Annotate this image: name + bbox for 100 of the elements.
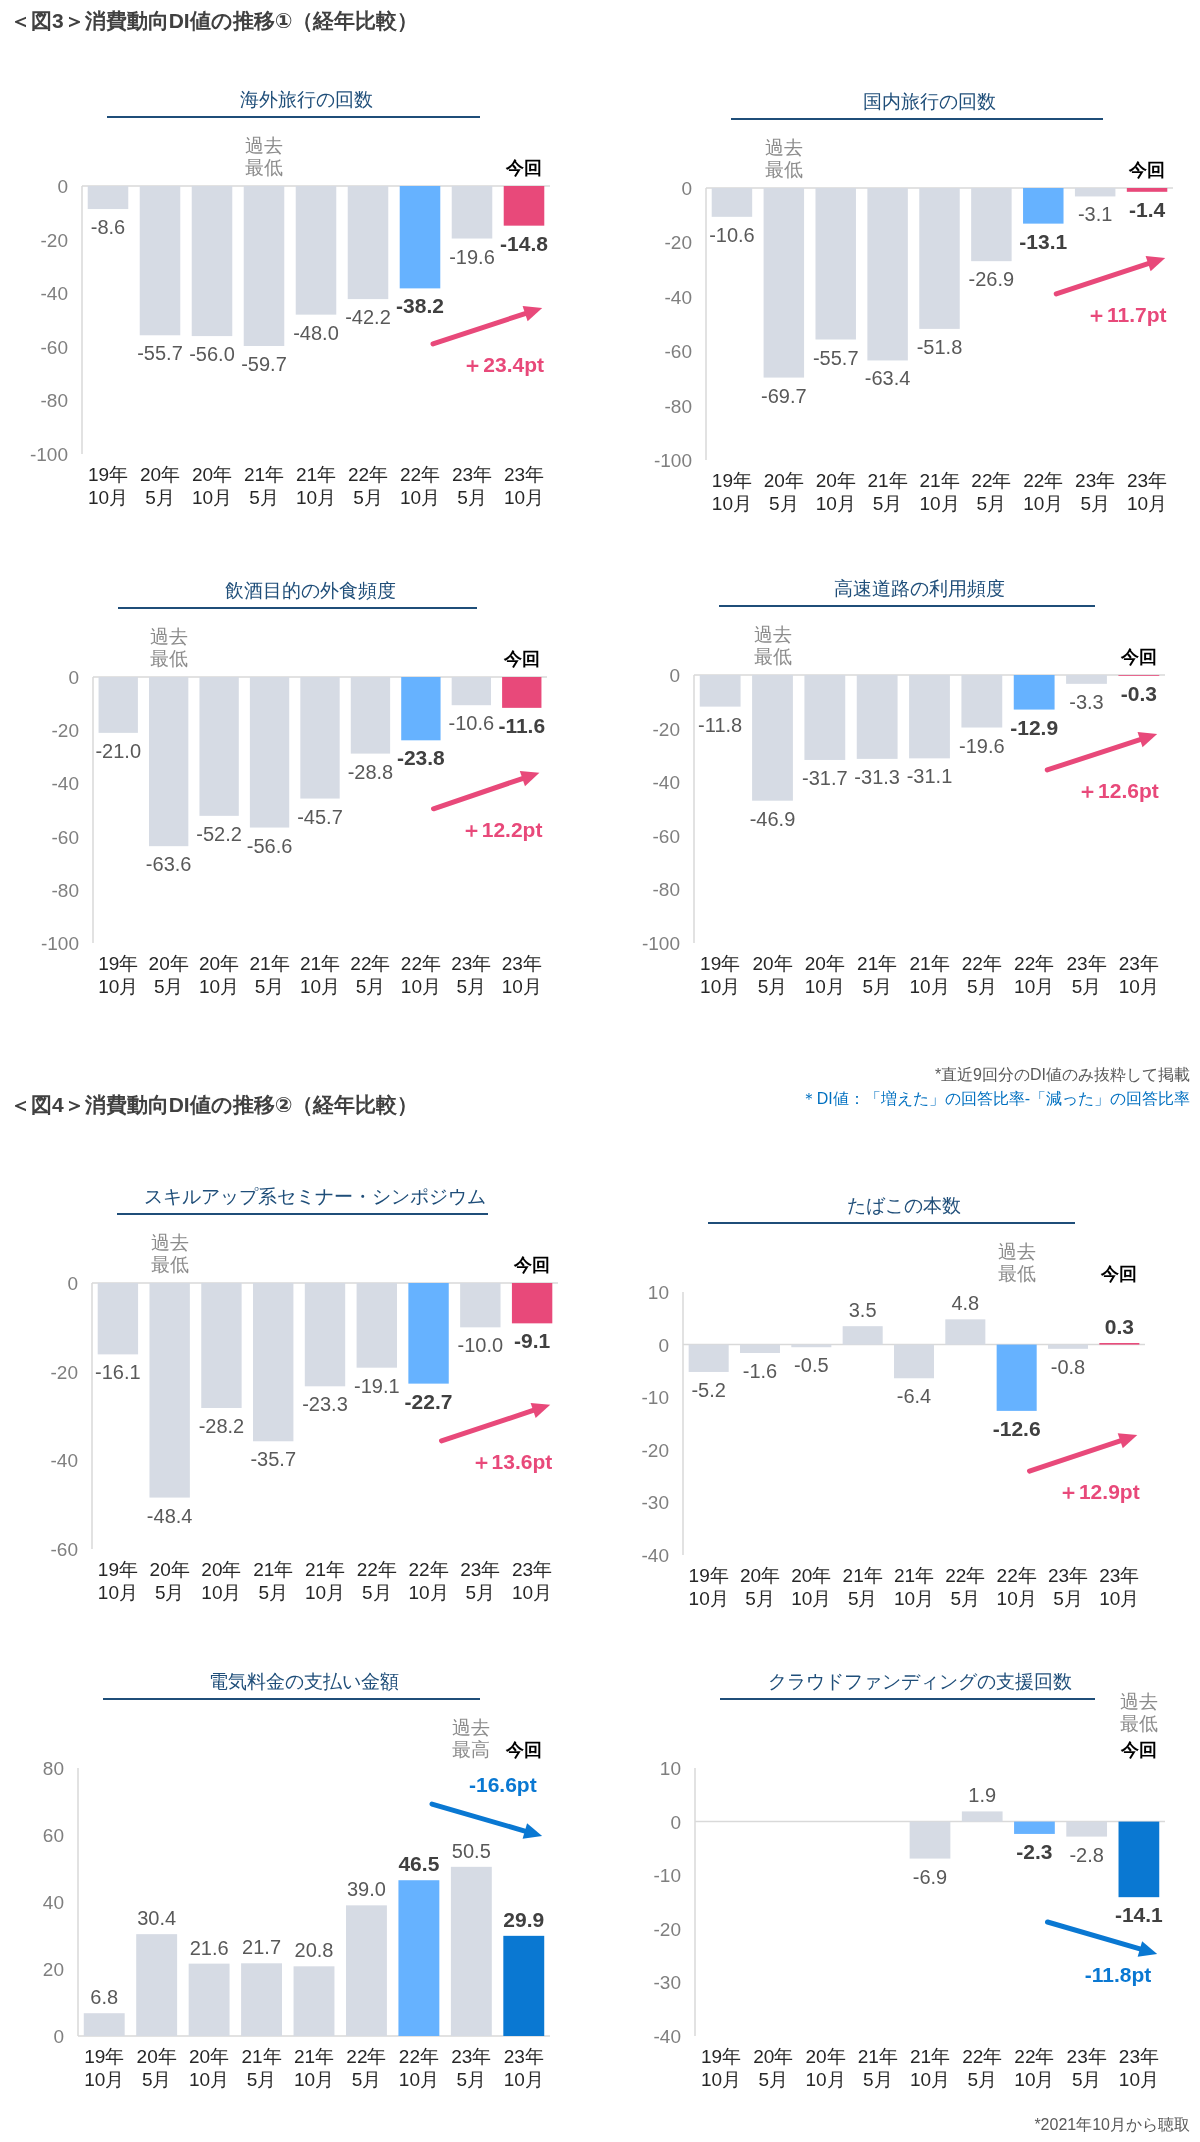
data-label: -55.7 (812, 346, 859, 369)
y-tick-label: -100 (653, 450, 692, 471)
data-label: 21.7 (242, 1936, 282, 1959)
data-label: 29.9 (503, 1907, 545, 1931)
x-tick-label: 20年5月 (148, 953, 189, 997)
y-tick-label: -40 (652, 772, 680, 794)
x-tick-label: 20年10月 (804, 953, 845, 997)
chart-title: たばこの本数 (847, 1195, 961, 1216)
x-tick-label: 22年5月 (971, 470, 1012, 514)
y-tick-label: -100 (40, 933, 79, 954)
x-tick-label: 19年10月 (711, 470, 753, 514)
x-tick-label: 20年5月 (753, 2046, 794, 2090)
data-label: 21.6 (189, 1936, 229, 1959)
data-label: -51.8 (916, 335, 963, 358)
annotation: ＋11.7pt (1086, 302, 1167, 326)
text: 今回 (502, 649, 540, 669)
data-label: -11.6 (498, 713, 546, 737)
y-tick-label: -30 (653, 1972, 681, 1994)
y-tick-label: -30 (641, 1492, 669, 1514)
x-tick-label: 21年5月 (857, 2046, 898, 2090)
chart-title: クラウドファンディングの支援回数 (768, 1671, 1072, 1692)
text: *直近9回分のDI値のみ抜粋して掲載 (934, 1066, 1190, 1083)
y-tick-label: -80 (51, 879, 79, 901)
data-label: 0.3 (1104, 1315, 1134, 1339)
data-label: -42.2 (345, 306, 391, 329)
data-label: 46.5 (398, 1852, 440, 1876)
text: 今回 (1119, 1740, 1157, 1760)
data-label: -9.1 (514, 1329, 551, 1353)
x-tick-label: 20年10月 (189, 2046, 230, 2090)
y-tick-label: 40 (42, 1892, 64, 1913)
x-tick-label: 20年5月 (763, 470, 804, 514)
annotation: ＋23.4pt (462, 352, 545, 376)
y-tick-label: -20 (40, 229, 68, 251)
data-label: -2.3 (1016, 1839, 1053, 1863)
y-tick-label: -40 (50, 1450, 78, 1472)
data-label: -8.6 (90, 216, 126, 239)
x-tick-label: 20年5月 (739, 1565, 781, 1609)
data-label: -69.7 (761, 384, 807, 407)
x-tick-label: 23年10月 (1099, 1565, 1140, 1609)
x-tick-label: 22年10月 (398, 2046, 439, 2090)
chart-title: 海外旅行の回数 (239, 89, 373, 110)
y-tick-label: 60 (42, 1825, 64, 1846)
data-label: -0.3 (1120, 681, 1157, 705)
data-label: -6.9 (912, 1865, 948, 1888)
x-tick-label: 23年10月 (503, 2046, 544, 2090)
data-label: -0.8 (1050, 1355, 1086, 1378)
data-label: -10.0 (457, 1334, 504, 1357)
x-tick-label: 21年5月 (253, 1559, 294, 1603)
x-tick-label: 21年10月 (293, 2046, 335, 2090)
chart-title: 国内旅行の回数 (863, 91, 996, 112)
y-tick-label: 0 (53, 2026, 64, 2047)
y-tick-label: -20 (50, 1361, 78, 1383)
text: ＜図4＞消費動向DI値の推移②（経年比較） (10, 1093, 419, 1116)
data-label: -1.4 (1128, 197, 1166, 221)
x-tick-label: 23年10月 (1118, 953, 1159, 997)
text: 今回 (1100, 1264, 1138, 1284)
data-label: -48.0 (293, 321, 339, 344)
x-tick-label: 21年5月 (241, 2046, 282, 2090)
x-tick-label: 23年5月 (1075, 470, 1116, 514)
y-tick-label: -60 (50, 1539, 78, 1560)
text: 過去最低 (150, 1232, 189, 1275)
data-label: -3.3 (1069, 690, 1104, 713)
data-label: -19.1 (353, 1374, 400, 1397)
x-tick-label: 21年10月 (299, 953, 341, 997)
data-label: -5.2 (691, 1378, 726, 1401)
data-label: -55.7 (137, 342, 183, 365)
y-tick-label: 0 (681, 178, 692, 199)
x-tick-label: 20年5月 (149, 1559, 190, 1603)
data-label: -14.8 (500, 231, 549, 255)
x-tick-label: 20年10月 (199, 953, 240, 997)
y-tick-label: -80 (664, 395, 692, 417)
x-tick-label: 22年10月 (1023, 470, 1064, 514)
x-tick-label: 20年10月 (805, 2046, 846, 2090)
data-label: -19.6 (959, 734, 1005, 757)
y-tick-label: -60 (51, 826, 79, 848)
annotation: ＋12.2pt (460, 817, 543, 841)
data-label: -48.4 (146, 1504, 193, 1527)
x-tick-label: 23年10月 (503, 464, 545, 508)
data-label: -38.2 (396, 294, 444, 318)
data-label: -31.1 (906, 765, 953, 788)
x-tick-label: 20年5月 (752, 953, 793, 997)
text: 過去最低 (149, 626, 188, 669)
data-label: 4.8 (951, 1292, 980, 1315)
x-tick-label: 20年10月 (191, 464, 233, 508)
x-tick-label: 21年5月 (243, 464, 285, 508)
annotation: ＋12.9pt (1057, 1480, 1140, 1504)
data-label: 39.0 (346, 1878, 386, 1901)
y-tick-label: -60 (652, 825, 680, 847)
text: ＊DI値：「増えた」の回答比率-「減った」の回答比率 (800, 1090, 1190, 1107)
data-label: -52.2 (196, 822, 242, 845)
x-tick-label: 20年10月 (201, 1559, 242, 1603)
y-tick-label: 10 (647, 1282, 669, 1303)
text: 今回 (505, 158, 542, 178)
x-tick-label: 19年10月 (688, 1565, 729, 1609)
data-label: -12.6 (992, 1416, 1041, 1440)
text: 過去最低 (1119, 1691, 1158, 1734)
y-tick-label: 0 (658, 1334, 669, 1356)
annotation: ＋12.6pt (1077, 778, 1159, 802)
x-tick-label: 21年5月 (249, 953, 290, 997)
text: 過去最高 (452, 1717, 491, 1760)
